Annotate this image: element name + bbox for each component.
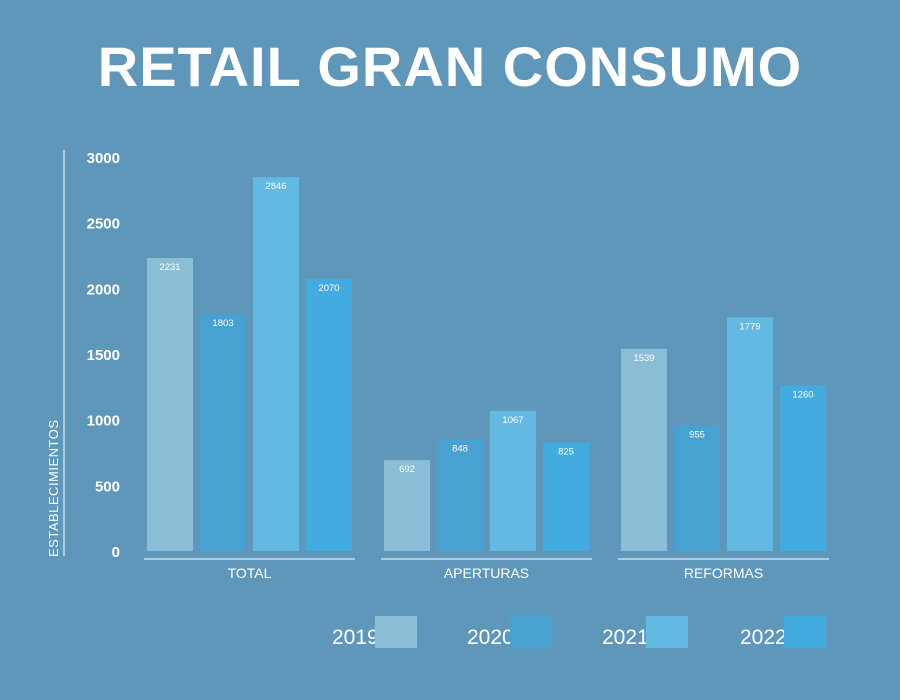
legend-label-2019: 2019 <box>332 626 379 649</box>
data-label: 1779 <box>739 321 760 332</box>
bar-aperturas-2021 <box>490 410 536 551</box>
data-label: 1067 <box>502 415 523 426</box>
legend-label-2020: 2020 <box>467 626 514 649</box>
data-label: 2846 <box>265 181 286 192</box>
data-label: 1260 <box>792 390 813 401</box>
y-tick-label: 0 <box>112 544 120 561</box>
bar-reformas-2021 <box>727 317 773 551</box>
data-label: 2231 <box>159 262 180 273</box>
bar-reformas-2019 <box>621 348 667 551</box>
y-tick-label: 500 <box>95 478 120 495</box>
data-label: 825 <box>558 447 574 458</box>
bar-aperturas-2019 <box>384 460 430 551</box>
y-axis-label: ESTABLECIMIENTOS <box>46 419 61 557</box>
data-label: 848 <box>452 444 468 455</box>
data-label: 1539 <box>633 353 654 364</box>
y-tick-label: 2500 <box>87 216 120 233</box>
category-label: TOTAL <box>228 565 272 581</box>
data-label: 1803 <box>212 318 233 329</box>
legend-swatch-2022 <box>784 616 826 648</box>
data-label: 692 <box>399 464 415 475</box>
bar-aperturas-2020 <box>437 439 483 551</box>
bar-aperturas-2022 <box>543 442 589 551</box>
category-label: REFORMAS <box>684 565 763 581</box>
y-tick-label: 1000 <box>87 413 120 430</box>
bar-total-2022 <box>306 279 352 551</box>
y-tick-label: 1500 <box>87 347 120 364</box>
legend-swatch-2019 <box>375 616 417 648</box>
y-tick-label: 2000 <box>87 281 120 298</box>
legend-label-2021: 2021 <box>602 626 649 649</box>
bar-reformas-2020 <box>674 425 720 551</box>
bar-total-2020 <box>200 314 246 551</box>
bar-total-2019 <box>147 257 193 551</box>
data-label: 955 <box>689 430 705 441</box>
legend-swatch-2020 <box>510 616 552 648</box>
data-label: 2070 <box>318 283 339 294</box>
category-label: APERTURAS <box>444 565 529 581</box>
bar-reformas-2022 <box>780 385 826 551</box>
legend-label-2022: 2022 <box>740 626 787 649</box>
bar-total-2021 <box>253 177 299 551</box>
y-tick-label: 3000 <box>87 150 120 167</box>
chart-title: RETAIL GRAN CONSUMO <box>97 35 803 98</box>
legend-swatch-2021 <box>646 616 688 648</box>
